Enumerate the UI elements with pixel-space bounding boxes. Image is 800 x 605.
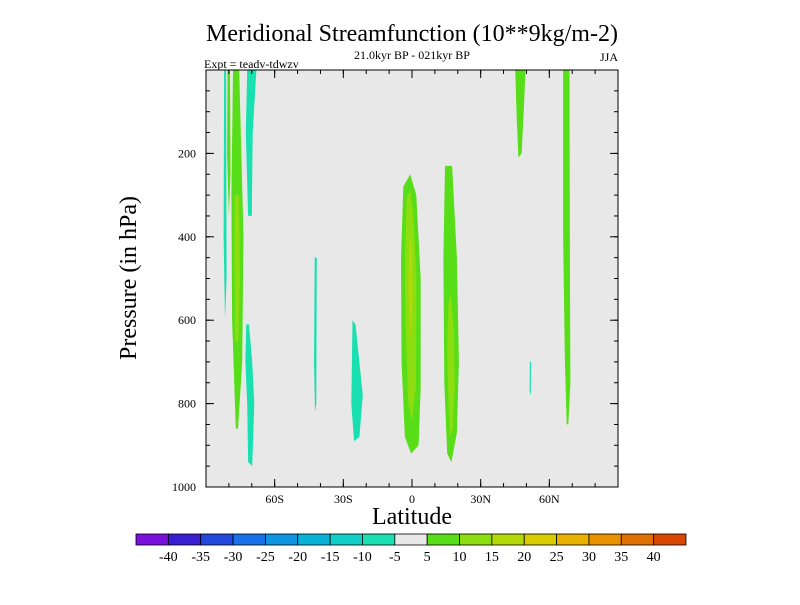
contour-region-tropical-positive-cell-inner xyxy=(408,236,413,337)
colorbar-label: -35 xyxy=(191,550,210,565)
colorbar-swatch xyxy=(491,533,525,546)
colorbar-label: -40 xyxy=(159,550,178,565)
colorbar-swatch xyxy=(362,533,396,546)
x-tick-label: 30N xyxy=(470,492,491,506)
colorbar-label: -20 xyxy=(288,550,307,565)
colorbar-label: -5 xyxy=(389,550,401,565)
colorbar-label: 5 xyxy=(424,550,431,565)
chart-subtitle: 21.0kyr BP - 021kyr BP xyxy=(354,48,470,62)
contour-region-nh-midlat-negative-speck xyxy=(529,361,531,396)
x-tick-label: 60N xyxy=(539,492,560,506)
colorbar-swatch xyxy=(200,533,234,546)
colorbar-swatch xyxy=(329,533,363,546)
colorbar-swatch xyxy=(265,533,299,546)
contour-region-nh-polar-positive-cell-inner xyxy=(234,195,240,342)
colorbar-swatch xyxy=(620,533,655,546)
colorbar-label: 15 xyxy=(485,550,499,565)
contour-region-nh-subtropical-positive-cell-inner xyxy=(447,295,455,437)
colorbar-label: -25 xyxy=(256,550,275,565)
y-tick-label: 400 xyxy=(178,230,196,244)
contour-region-sh-negative-cell-lower xyxy=(245,324,255,467)
y-tick-label: 1000 xyxy=(172,480,196,494)
colorbar-swatch xyxy=(459,533,493,546)
y-tick-label: 200 xyxy=(178,146,196,160)
colorbar-label: 20 xyxy=(517,550,531,565)
colorbar-swatch xyxy=(135,533,169,546)
contour-region-nh-polar-positive-band xyxy=(563,70,571,425)
colorbar-swatch xyxy=(588,533,622,546)
colorbar-swatch xyxy=(394,533,428,546)
colorbar-label: 30 xyxy=(582,550,596,565)
colorbar-swatch xyxy=(556,533,590,546)
colorbar-label: 35 xyxy=(614,550,628,565)
experiment-annotation: Expt = teadv-tdwzv xyxy=(204,57,299,71)
colorbar: -40 -35 -30 -25 -20 -15 -10 -5 5 10 15 20 25 30 35 40 xyxy=(135,533,687,565)
y-axis: 200 400 600 800 1000 xyxy=(172,146,618,494)
colorbar-label: -15 xyxy=(321,550,340,565)
y-axis-label: Pressure (in hPa) xyxy=(116,196,142,360)
colorbar-swatch xyxy=(653,533,687,546)
colorbar-swatch xyxy=(167,533,202,546)
colorbar-swatch xyxy=(297,533,331,546)
x-axis-label: Latitude xyxy=(372,504,452,530)
contour-region-sh-subtropical-negative-cell xyxy=(351,320,363,442)
x-tick-label: 30S xyxy=(334,492,353,506)
contour-region-polar-left-edge-negative xyxy=(223,70,227,321)
colorbar-label: 10 xyxy=(453,550,467,565)
contour-region-polar-right-edge-positive xyxy=(227,70,231,216)
contour-region-nh-midlat-positive-band xyxy=(515,70,526,158)
season-annotation: JJA xyxy=(600,50,618,64)
colorbar-label: 25 xyxy=(550,550,564,565)
colorbar-swatch xyxy=(232,533,266,546)
colorbar-swatch xyxy=(426,533,460,546)
y-tick-label: 600 xyxy=(178,313,196,327)
colorbar-label: 40 xyxy=(647,550,661,565)
chart-title: Meridional Streamfunction (10**9kg/m-2) xyxy=(206,21,618,47)
contour-regions xyxy=(223,70,571,467)
colorbar-label: -30 xyxy=(224,550,243,565)
contour-region-sh-midlat-negative-filament xyxy=(314,257,317,412)
contour-region-sh-negative-cell-upper xyxy=(245,70,257,216)
x-axis: 60S 30S 0 30N 60N xyxy=(265,70,560,506)
x-tick-label: 60S xyxy=(265,492,284,506)
colorbar-label: -10 xyxy=(353,550,372,565)
x-tick-label: 0 xyxy=(409,492,415,506)
colorbar-swatch xyxy=(523,533,557,546)
y-tick-label: 800 xyxy=(178,397,196,411)
